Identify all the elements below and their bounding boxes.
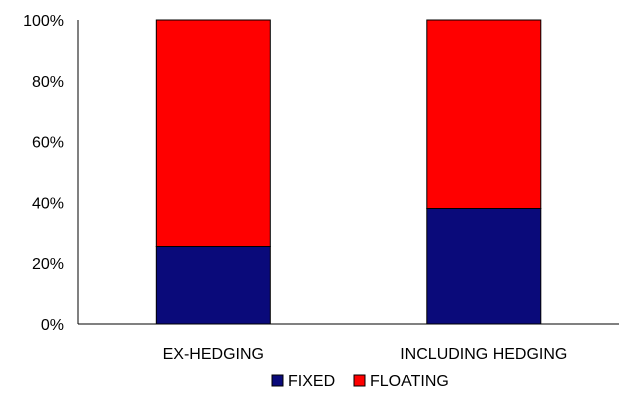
legend-label-fixed: FIXED bbox=[288, 373, 335, 390]
x-tick-labels: EX-HEDGING INCLUDING HEDGING bbox=[163, 346, 568, 363]
legend-swatch-fixed bbox=[271, 374, 284, 387]
y-tick-label-3: 60% bbox=[32, 135, 64, 152]
y-tick-label-4: 80% bbox=[32, 74, 64, 91]
x-tick-label-1: INCLUDING HEDGING bbox=[400, 346, 567, 363]
axes-layer bbox=[77, 20, 619, 325]
y-tick-label-0: 0% bbox=[41, 317, 64, 334]
bars-layer bbox=[155, 19, 542, 325]
x-tick-label-0: EX-HEDGING bbox=[163, 346, 264, 363]
bar-floating-0 bbox=[155, 19, 271, 247]
legend: FIXED FLOATING bbox=[271, 373, 449, 390]
legend-swatch-floating bbox=[353, 374, 366, 387]
bar-floating-1 bbox=[426, 19, 542, 209]
y-tick-label-5: 100% bbox=[23, 13, 64, 30]
y-tick-label-2: 40% bbox=[32, 195, 64, 212]
bar-fixed-1 bbox=[426, 208, 542, 325]
y-tick-labels: 0% 20% 40% 60% 80% 100% bbox=[23, 13, 64, 334]
bar-fixed-0 bbox=[155, 246, 271, 325]
y-tick-label-1: 20% bbox=[32, 256, 64, 273]
legend-label-floating: FLOATING bbox=[370, 373, 449, 390]
